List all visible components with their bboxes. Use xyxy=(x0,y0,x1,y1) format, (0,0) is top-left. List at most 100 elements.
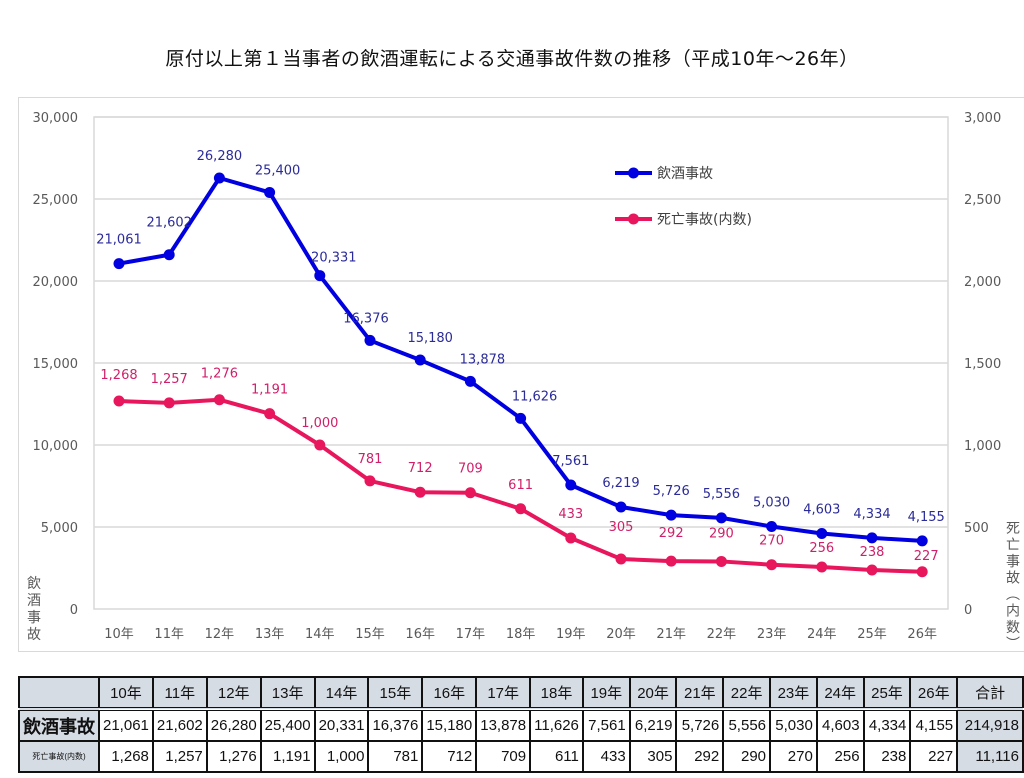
right-y-tick-label: 1,500 xyxy=(964,357,1001,372)
table-total-header: 合計 xyxy=(956,676,1024,710)
table-cell: 781 xyxy=(367,740,424,773)
table-cell: 25,400 xyxy=(259,707,316,742)
data-table: 10年 11年 12年 13年 14年 15年 16年 17年 18年 19年 20年 21年 22年 2… xyxy=(18,676,1024,773)
right-y-tick-label: 2,500 xyxy=(964,193,1001,208)
table-header-cell: 20年 xyxy=(628,676,678,710)
right-y-tick-label: 1,000 xyxy=(964,439,1001,454)
data-label: 7,561 xyxy=(552,454,589,469)
table-cell: 290 xyxy=(722,740,772,773)
table-cell: 270 xyxy=(769,740,818,773)
data-label: 13,878 xyxy=(460,352,506,367)
left-y-tick-label: 30,000 xyxy=(33,111,79,126)
data-label: 290 xyxy=(709,526,734,541)
table-cell: 1,000 xyxy=(313,740,370,773)
table-header-cell: 16年 xyxy=(421,676,478,710)
data-label: 709 xyxy=(458,462,483,477)
right-axis-title-char: 亡 xyxy=(1006,538,1020,554)
data-point xyxy=(715,512,727,524)
data-label: 11,626 xyxy=(512,389,558,404)
left-y-axis: 0 5,000 10,000 15,000 20,000 25,000 30,000 xyxy=(33,111,79,618)
data-label: 5,030 xyxy=(753,496,790,511)
x-tick-label: 24年 xyxy=(807,627,837,642)
table-cell: 21,061 xyxy=(98,707,154,742)
right-y-axis: 0 500 1,000 1,500 2,000 2,500 3,000 xyxy=(964,111,1001,618)
table-cell: 11,626 xyxy=(529,707,584,742)
table-row: 死亡事故(内数) 1,268 1,257 1,276 1,191 1,000 781 712 7… xyxy=(18,740,1024,773)
data-point xyxy=(113,258,125,270)
table-cell: 227 xyxy=(909,740,959,773)
data-point xyxy=(515,412,527,424)
data-label: 26,280 xyxy=(197,149,243,164)
table-cell: 20,331 xyxy=(313,707,370,742)
chart-title: 原付以上第１当事者の飲酒運転による交通事故件数の推移（平成10年～26年） xyxy=(165,48,859,70)
data-label: 611 xyxy=(508,478,533,493)
data-point xyxy=(364,475,376,487)
table-cell: 292 xyxy=(675,740,725,773)
data-point xyxy=(866,564,878,576)
data-point xyxy=(213,172,225,184)
data-label: 1,268 xyxy=(100,368,137,383)
x-tick-label: 26年 xyxy=(907,627,937,642)
table-header-cell: 12年 xyxy=(205,676,262,710)
data-point xyxy=(766,521,778,533)
table-header-cell: 18年 xyxy=(529,676,584,710)
data-label: 433 xyxy=(558,507,583,522)
data-point xyxy=(364,334,376,346)
table-header-cell: 14年 xyxy=(313,676,370,710)
x-tick-label: 21年 xyxy=(656,627,686,642)
x-tick-label: 12年 xyxy=(205,627,235,642)
x-tick-label: 25年 xyxy=(857,627,887,642)
data-point xyxy=(264,186,276,198)
data-point xyxy=(163,249,175,261)
left-axis-title-char: 酒 xyxy=(27,593,41,609)
table-header-cell: 21年 xyxy=(675,676,725,710)
table-cell: 16,376 xyxy=(367,707,424,742)
left-y-tick-label: 10,000 xyxy=(33,439,79,454)
series-layer: 21,061 21,602 26,280 25,400 20,331 16,376 15,1… xyxy=(96,149,945,578)
table-cell: 256 xyxy=(815,740,865,773)
table-cell: 5,556 xyxy=(722,707,772,742)
right-axis-title-char: 事 xyxy=(1006,554,1020,570)
x-tick-label: 14年 xyxy=(305,627,335,642)
data-point xyxy=(816,528,828,540)
data-point xyxy=(414,354,426,366)
data-label: 16,376 xyxy=(343,311,389,326)
data-point xyxy=(916,566,928,578)
legend-marker xyxy=(628,213,639,225)
data-label: 15,180 xyxy=(407,331,453,346)
x-tick-label: 18年 xyxy=(506,627,536,642)
table-cell: 4,334 xyxy=(862,707,912,742)
table-cell: 1,191 xyxy=(259,740,316,773)
data-label: 292 xyxy=(659,526,684,541)
table-header-cell: 15年 xyxy=(367,676,424,710)
left-y-tick-label: 0 xyxy=(70,603,78,618)
data-point xyxy=(766,559,778,571)
x-tick-label: 19年 xyxy=(556,627,586,642)
data-label: 1,276 xyxy=(201,367,238,382)
data-point xyxy=(414,486,426,498)
left-y-tick-label: 25,000 xyxy=(33,193,79,208)
table-cell: 305 xyxy=(628,740,678,773)
x-tick-label: 20年 xyxy=(606,627,636,642)
data-label: 21,602 xyxy=(146,216,192,231)
data-label: 781 xyxy=(358,452,383,467)
table-cell: 4,155 xyxy=(909,707,959,742)
right-axis-title-char: ︶ xyxy=(1006,637,1020,653)
gridlines xyxy=(93,116,949,610)
x-tick-label: 17年 xyxy=(456,627,486,642)
data-point xyxy=(816,561,828,573)
x-tick-label: 13年 xyxy=(255,627,285,642)
data-label: 712 xyxy=(408,461,433,476)
right-axis-title-char: 死 xyxy=(1006,521,1020,537)
table-header-row: 10年 11年 12年 13年 14年 15年 16年 17年 18年 19年 20年 21年 22年 2… xyxy=(18,676,1024,710)
table-total-cell: 11,116 xyxy=(956,740,1024,773)
table-cell: 5,030 xyxy=(769,707,818,742)
data-point xyxy=(464,375,476,387)
table-header-cell: 10年 xyxy=(98,676,154,710)
data-label: 256 xyxy=(809,541,834,556)
table-cell: 433 xyxy=(581,740,631,773)
table-row-label: 飲酒事故 xyxy=(18,707,100,742)
data-point xyxy=(464,487,476,499)
